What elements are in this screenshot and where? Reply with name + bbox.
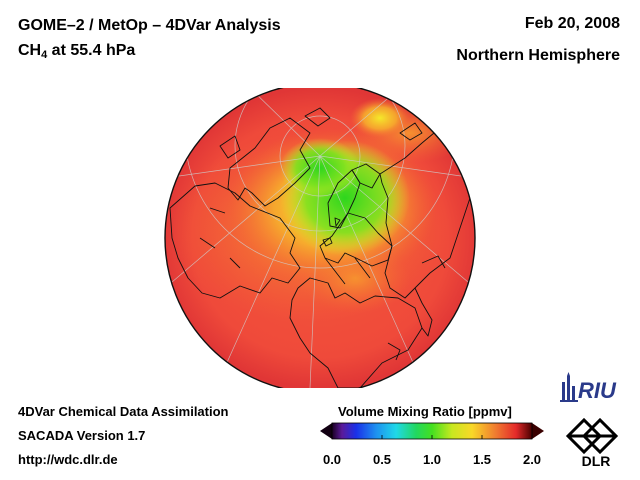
dlr-logo-text: DLR: [582, 453, 611, 468]
ch4-field: [165, 88, 475, 388]
colorbar-under-triangle: [320, 423, 332, 439]
species-suffix: at 55.4 hPa: [47, 42, 136, 59]
colorbar-tick-label: 0.0: [322, 452, 342, 467]
species-subscript: 4: [41, 49, 48, 61]
colorbar-tick-label: 0.5: [372, 452, 392, 467]
colorbar-tick-label: 1.0: [422, 452, 442, 467]
map-title: GOME–2 / MetOp – 4DVar Analysis: [18, 17, 281, 34]
colorbar-over-triangle: [532, 423, 544, 439]
riu-logo: RIU: [560, 372, 617, 403]
date-label: Feb 20, 2008: [524, 15, 620, 32]
colorbar-tick-label: 1.5: [472, 452, 492, 467]
riu-logo-text: RIU: [578, 378, 617, 403]
species-prefix: CH: [18, 42, 42, 59]
dlr-logo: DLR: [565, 417, 619, 468]
species-level-label: CH4 at 55.4 hPa: [18, 42, 135, 61]
colorbar-tick-label: 2.0: [522, 452, 542, 467]
coastlines: [169, 107, 473, 388]
footer-url: http://wdc.dlr.de: [18, 452, 118, 467]
globe-outline: [164, 88, 476, 388]
hemisphere-map: [164, 88, 476, 388]
colorbar: [320, 422, 544, 440]
footer-line-1: 4DVar Chemical Data Assimilation: [18, 404, 229, 419]
region-label: Northern Hemisphere: [456, 47, 620, 64]
colorbar-title: Volume Mixing Ratio [ppmv]: [338, 404, 512, 419]
footer-line-2: SACADA Version 1.7: [18, 428, 146, 443]
